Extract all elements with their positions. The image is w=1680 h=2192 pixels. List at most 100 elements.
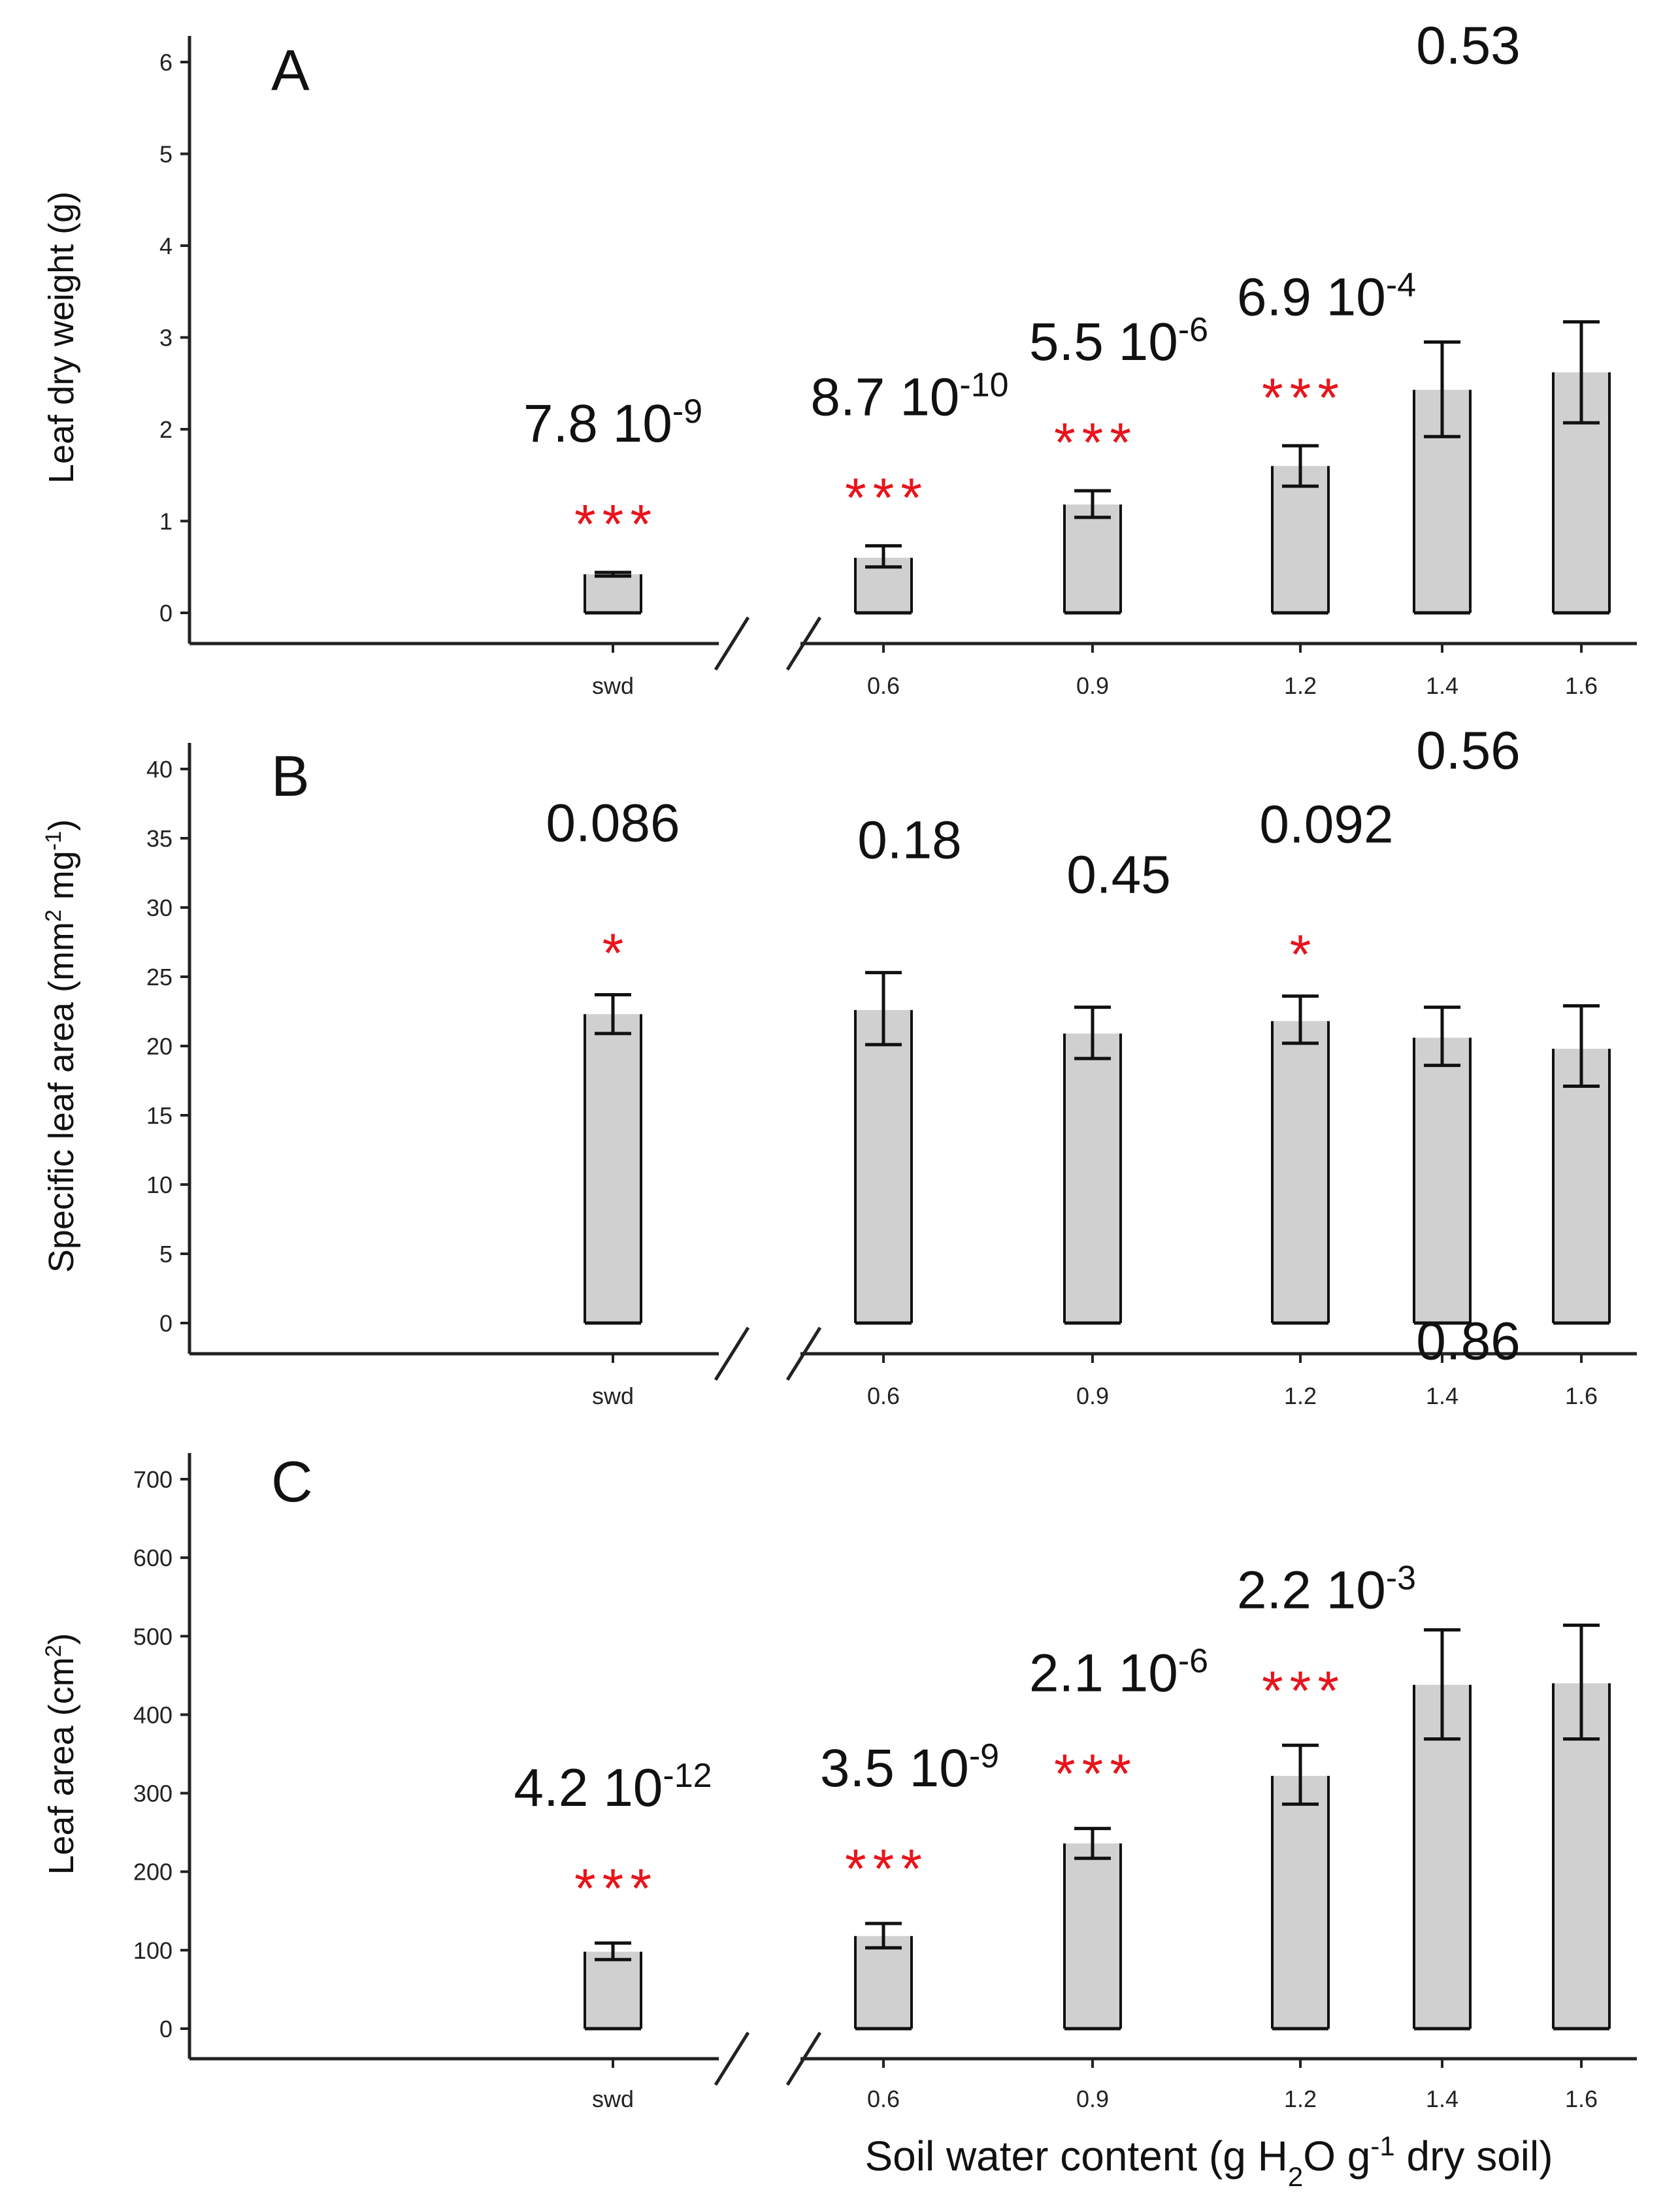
p-value: 0.53 xyxy=(1416,16,1521,76)
x-tick-label: 0.9 xyxy=(1076,1382,1109,1409)
y-tick-label: 2 xyxy=(159,416,173,443)
x-tick-label: 1.4 xyxy=(1426,2086,1458,2112)
p-value-exponent: -6 xyxy=(1178,1643,1208,1680)
y-tick-label: 4 xyxy=(159,233,173,259)
significance-stars: *** xyxy=(1054,412,1138,473)
p-value-base: 8.7 10 xyxy=(810,367,959,427)
bar xyxy=(1272,1021,1328,1323)
panel-b: 0 5 10 15 20 25 30 35 40 swd * 0.6 0.9 1.2 * 1.4 1.6 0.08… xyxy=(41,721,1637,1409)
x-tick-label: 1.2 xyxy=(1284,1382,1317,1409)
p-value-exponent: -3 xyxy=(1386,1559,1416,1597)
axis-break-mark xyxy=(714,1326,750,1381)
x-tick-label: swd xyxy=(592,672,634,699)
panel-c: 0 100 200 300 400 500 600 700 swd *** 0.6 *** 0.9 ***… xyxy=(41,1312,1637,2112)
p-value-exponent: -6 xyxy=(1178,311,1208,349)
significance-stars: * xyxy=(602,923,631,984)
bar xyxy=(1064,1033,1121,1323)
y-tick-label: 15 xyxy=(146,1102,173,1129)
x-tick-label: 1.6 xyxy=(1565,2086,1598,2112)
significance-stars: *** xyxy=(574,1857,658,1919)
x-tick-label: 0.6 xyxy=(867,2086,900,2112)
x-tick-label: 1.4 xyxy=(1426,672,1458,699)
p-value: 0.56 xyxy=(1416,721,1521,781)
p-value-base: 0.86 xyxy=(1416,1312,1521,1371)
x-axis-label-part-1: 2 xyxy=(1288,2161,1303,2192)
x-tick-label: swd xyxy=(592,1382,634,1409)
axis-break-gap xyxy=(719,2053,800,2064)
significance-stars: *** xyxy=(574,493,658,555)
y-axis-label-part-0: Leaf area (cm xyxy=(42,1657,81,1874)
y-tick-label: 0 xyxy=(159,2016,173,2042)
y-tick-label: 20 xyxy=(146,1033,173,1060)
y-tick-label: 30 xyxy=(146,894,173,921)
y-axis-label: Leaf area (cm2) xyxy=(41,1633,81,1874)
y-tick-label: 0 xyxy=(159,1310,173,1337)
y-axis-label-part-1: 2 xyxy=(41,909,66,922)
y-tick-label: 0 xyxy=(159,600,173,627)
y-tick-label: 3 xyxy=(159,325,173,352)
p-value-base: 0.086 xyxy=(546,794,680,853)
panel-letter: C xyxy=(271,1449,313,1514)
p-value: 0.092 xyxy=(1259,795,1393,855)
y-tick-label: 5 xyxy=(159,141,173,168)
y-tick-label: 5 xyxy=(159,1241,173,1268)
axis-break-mark xyxy=(714,616,750,671)
x-tick-label: 0.6 xyxy=(867,1382,900,1409)
p-value: 0.45 xyxy=(1066,845,1171,905)
bar xyxy=(1553,1049,1609,1323)
y-axis-label-part-1: 2 xyxy=(41,1644,66,1657)
x-tick-label: 1.4 xyxy=(1426,1382,1458,1409)
y-axis-label-part-0: Specific leaf area (mm xyxy=(42,922,81,1273)
p-value-base: 3.5 10 xyxy=(820,1739,969,1798)
y-axis-label-part-2: ) xyxy=(42,1633,81,1644)
p-value-base: 6.9 10 xyxy=(1237,267,1386,327)
p-value: 3.5 10-9 xyxy=(820,1737,999,1798)
panel-a: 0 1 2 3 4 5 6 swd *** 0.6 *** 0.9 *** 1.2 *** 1.4 1.6 7.8… xyxy=(42,16,1637,699)
y-tick-label: 35 xyxy=(146,825,173,852)
y-tick-label: 40 xyxy=(146,756,173,783)
p-value: 5.5 10-6 xyxy=(1029,311,1208,372)
axis-break-mark xyxy=(785,2031,822,2086)
p-value: 6.9 10-4 xyxy=(1237,266,1416,327)
p-value-base: 2.2 10 xyxy=(1237,1560,1386,1620)
y-tick-label: 700 xyxy=(133,1466,173,1493)
y-tick-label: 1 xyxy=(159,508,173,535)
x-axis-label-part-0: Soil water content (g H xyxy=(865,2133,1287,2180)
y-tick-label: 600 xyxy=(133,1545,173,1571)
bar xyxy=(585,1014,641,1323)
significance-stars: *** xyxy=(1262,367,1345,428)
y-axis-label-part-2: mg xyxy=(42,851,81,909)
p-value-base: 0.53 xyxy=(1416,16,1521,76)
y-tick-label: 300 xyxy=(133,1780,173,1807)
p-value: 2.1 10-6 xyxy=(1029,1643,1208,1703)
y-axis-label: Specific leaf area (mm2 mg-1) xyxy=(41,819,81,1273)
p-value: 0.86 xyxy=(1416,1312,1521,1371)
p-value: 7.8 10-9 xyxy=(523,393,702,453)
p-value-base: 0.092 xyxy=(1259,795,1393,855)
p-value-base: 0.18 xyxy=(857,811,962,870)
p-value-base: 7.8 10 xyxy=(523,394,672,453)
x-tick-label: 0.6 xyxy=(867,672,900,699)
bar xyxy=(585,1952,641,2029)
x-tick-label: 1.6 xyxy=(1565,1382,1598,1409)
p-value: 0.18 xyxy=(857,811,962,870)
p-value-base: 5.5 10 xyxy=(1029,312,1178,372)
bar xyxy=(855,1936,912,2029)
axis-break-gap xyxy=(719,638,800,649)
p-value-exponent: -10 xyxy=(959,366,1008,404)
panel-letter: B xyxy=(271,744,310,808)
p-value: 2.2 10-3 xyxy=(1237,1559,1416,1620)
axis-break-mark xyxy=(785,1326,822,1381)
bar xyxy=(1064,1843,1121,2029)
x-axis-label-part-2: O g xyxy=(1303,2133,1370,2180)
x-axis-label-part-3: -1 xyxy=(1370,2131,1394,2161)
p-value: 0.086 xyxy=(546,794,680,853)
x-axis-label-part-4: dry soil) xyxy=(1395,2133,1553,2180)
p-value-base: 2.1 10 xyxy=(1029,1644,1178,1703)
significance-stars: * xyxy=(1290,924,1318,985)
y-tick-label: 400 xyxy=(133,1701,173,1728)
y-tick-label: 100 xyxy=(133,1937,173,1964)
bar xyxy=(585,574,641,613)
bar xyxy=(1414,1684,1470,2029)
x-tick-label: 0.9 xyxy=(1076,2086,1109,2112)
